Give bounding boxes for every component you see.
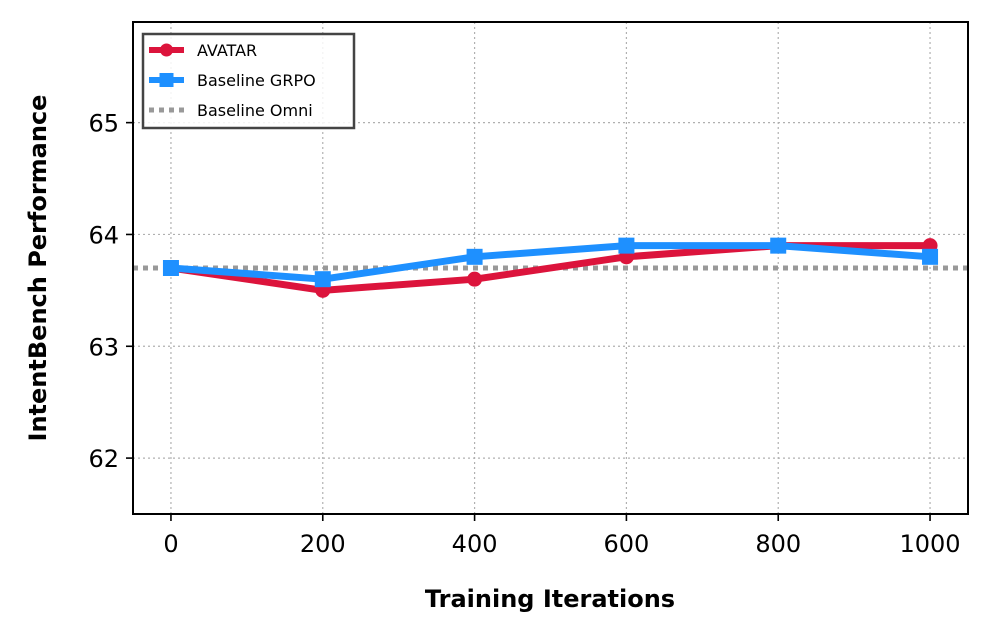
x-tick-label: 800 [755,530,801,558]
legend-label-baseline-omni: Baseline Omni [197,101,313,120]
axis-ticks: 0 200 400 600 800 1000 62 63 64 65 [88,110,960,558]
y-tick-label: 62 [88,445,119,473]
legend-label-baseline-grpo: Baseline GRPO [197,71,316,90]
legend-items: AVATAR Baseline GRPO Baseline Omni [149,41,316,120]
baseline-grpo-line [167,242,934,283]
x-axis-title: Training Iterations [425,585,675,613]
plot-area-frame [132,21,969,515]
baseline-grpo-point [314,271,331,288]
series-lines [162,237,939,298]
x-tick-label: 200 [300,530,346,558]
baseline-grpo-point [162,260,179,276]
baseline-grpo-point [922,248,939,265]
y-tick-label: 63 [88,333,119,361]
x-tick-label: 1000 [900,530,961,558]
y-axis-title: IntentBench Performance [24,95,52,442]
x-tick-label: 400 [452,530,498,558]
y-tick-label: 65 [88,110,119,138]
legend-marker-avatar [160,43,173,57]
x-tick-label: 600 [604,530,650,558]
y-tick-label: 64 [88,221,119,249]
x-tick-label: 0 [163,530,178,558]
legend-marker-baseline-grpo [159,73,174,87]
legend-label-avatar: AVATAR [197,41,257,60]
baseline-grpo-point [618,237,635,254]
avatar-point [467,271,483,287]
baseline-grpo-point [770,237,787,254]
legend: AVATAR Baseline GRPO Baseline Omni [141,32,356,130]
baseline-grpo-point [466,248,483,265]
